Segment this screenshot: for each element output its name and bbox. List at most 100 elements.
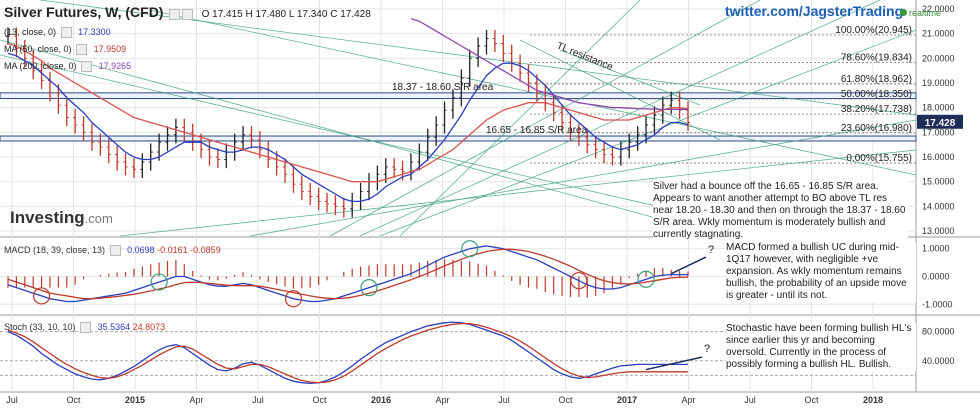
y-tick-label: 22.0000 <box>922 4 955 14</box>
trend-line <box>359 0 881 237</box>
twitter-handle[interactable]: twitter.com/JagsterTrading <box>725 3 904 19</box>
macd-note: MACD formed a bullish UC during mid-1Q17… <box>726 242 916 302</box>
investing-logo: Investing.com <box>10 208 113 228</box>
stoch-label: Stoch (33, 10, 10) <box>4 322 76 332</box>
trend-line <box>249 119 917 237</box>
x-tick-label: 2016 <box>371 395 391 405</box>
macd-signal-line <box>7 248 689 300</box>
zone-label-lower: 16.65 - 16.85 S/R area <box>486 125 588 136</box>
trend-line <box>559 49 701 106</box>
macd-header: MACD (18, 39, close, 13) 0.0698 -0.0161 … <box>4 245 221 257</box>
macd-cross-circle <box>150 273 168 291</box>
macd-value-3: -0.0859 <box>190 245 221 255</box>
stoch-value-2: 24.8073 <box>132 322 166 332</box>
x-tick-label: Jul <box>252 395 264 405</box>
price-note: Silver had a bounce off the 16.65 - 16.8… <box>653 181 908 241</box>
macd-cross-circle <box>570 272 588 290</box>
zone-label-upper: 18.37 - 18.60 S/R area <box>392 82 494 93</box>
trend-line <box>329 0 761 237</box>
macd-value-1: 0.0698 <box>127 245 155 255</box>
realtime-indicator: realtime <box>900 8 941 18</box>
y-tick-label: 14.0000 <box>922 201 955 211</box>
close-icon[interactable] <box>181 8 193 20</box>
macd-cross-circle <box>32 287 51 305</box>
x-tick-label: 2017 <box>617 395 637 405</box>
x-tick-label: Jul <box>6 395 18 405</box>
stoch-value-1: 35.5364 <box>97 322 131 332</box>
y-tick-label: 21.0000 <box>922 29 955 39</box>
y-tick-label: 13.0000 <box>922 226 955 236</box>
chart-title: Silver Futures, W, (CFD) <box>4 4 164 20</box>
settings-icon[interactable] <box>168 8 180 20</box>
macd-cross-circle <box>461 240 479 258</box>
price-pane <box>6 18 690 218</box>
stoch-note: Stochastic have been forming bullish HL'… <box>726 323 916 371</box>
fib-label: 61.80%(18.962) <box>841 74 912 85</box>
x-tick-label: Jul <box>744 395 756 405</box>
macd-settings-icon[interactable] <box>109 245 121 257</box>
y-tick-label: 15.0000 <box>922 177 955 187</box>
ma200-line <box>410 18 688 111</box>
x-tick-label: Oct <box>804 395 819 405</box>
trend-line <box>519 39 721 141</box>
x-tick-label: Oct <box>66 395 81 405</box>
trend-line <box>0 54 761 231</box>
price-label-box <box>917 114 963 129</box>
sr-zone-upper <box>0 92 917 100</box>
fib-label: 0.00%(15.755) <box>846 153 912 164</box>
logo-suffix: .com <box>84 211 113 226</box>
indicator-1-value: 17.3300 <box>78 27 111 37</box>
indicator-3-settings-icon[interactable] <box>81 61 93 73</box>
macd-tick-label: 1.0000 <box>922 244 950 254</box>
x-tick-label: Oct <box>558 395 573 405</box>
indicator-3-label: MA (200, close, 0) <box>4 61 77 71</box>
price-label: 17.428 <box>925 118 956 129</box>
trend-line <box>149 9 917 176</box>
fib-label: 78.60%(19.834) <box>841 52 912 63</box>
indicator-2-settings-icon[interactable] <box>76 44 88 56</box>
ohlc-readout: O 17.415 H 17.480 L 17.340 C 17.428 <box>201 9 371 20</box>
axes: Jul Oct 2015 Apr Jul Oct 2016 Apr Jul Oct 2017 Apr J… <box>6 4 954 405</box>
stoch-tick-label: 80.0000 <box>922 327 955 337</box>
indicator-1-label: (13, close, 0) <box>4 27 57 37</box>
realtime-dot-icon <box>900 9 907 16</box>
indicator-2-value: 17.9509 <box>93 44 127 54</box>
y-tick-label: 19.0000 <box>922 78 955 88</box>
macd-arrow <box>670 256 707 275</box>
macd-cross-circle <box>637 270 655 288</box>
indicator-line-3: MA (200, close, 0) 17.9265 <box>4 61 131 73</box>
macd-cross-circle <box>360 279 378 297</box>
stoch-arrow <box>645 356 703 371</box>
x-tick-label: Apr <box>681 395 695 405</box>
trend-line <box>119 149 917 237</box>
x-tick-label: 2018 <box>863 395 883 405</box>
fib-label: 50.00%(18.350) <box>841 89 912 100</box>
y-tick-label: 20.0000 <box>922 53 955 63</box>
macd-line <box>7 245 688 303</box>
stoch-settings-icon[interactable] <box>80 322 92 334</box>
fib-label: 23.60%(16.980) <box>841 123 912 134</box>
stoch-question-mark: ? <box>704 343 710 355</box>
y-tick-label: 16.0000 <box>922 152 955 162</box>
trend-line <box>0 39 701 231</box>
stoch-tick-label: 40.0000 <box>922 356 955 366</box>
fib-label: 100.00%(20.945) <box>835 25 912 36</box>
x-tick-label: 2015 <box>125 395 145 405</box>
sr-zone-lower <box>0 135 917 142</box>
ma50-line <box>7 42 689 183</box>
x-tick-label: Apr <box>435 395 449 405</box>
stoch-pane <box>7 321 703 385</box>
macd-label: MACD (18, 39, close, 13) <box>4 245 106 255</box>
x-tick-label: Apr <box>189 395 203 405</box>
realtime-label: realtime <box>909 8 942 18</box>
logo-main: Investing <box>10 208 85 227</box>
indicator-1-settings-icon[interactable] <box>60 27 72 39</box>
chart-header: Silver Futures, W, (CFD) O 17.415 H 17.4… <box>4 4 371 20</box>
stoch-k-line <box>7 321 688 385</box>
y-tick-label: 18.0000 <box>922 103 955 113</box>
ma13-line <box>7 52 689 203</box>
stoch-header: Stoch (33, 10, 10) 35.5364 24.8073 <box>4 322 166 334</box>
indicator-line-2: MA (50, close, 0) 17.9509 <box>4 44 127 56</box>
macd-tick-label: -1.0000 <box>922 299 953 309</box>
trend-line <box>399 0 641 237</box>
